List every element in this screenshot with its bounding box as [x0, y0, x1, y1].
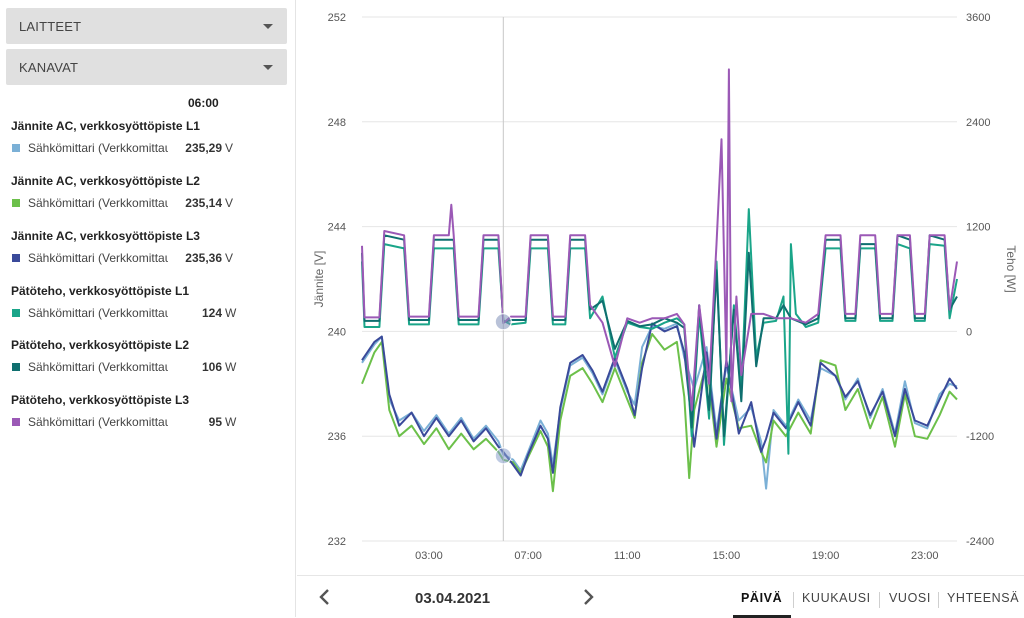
tab-day[interactable]: PÄIVÄ: [741, 591, 783, 605]
channel-title-power-l2: Pätöteho, verkkosyöttöpiste L2: [11, 338, 190, 352]
channel-unit: W: [225, 415, 237, 429]
tab-total[interactable]: YHTEENSÄ: [947, 591, 1020, 605]
legend-swatch: [12, 254, 20, 262]
x-tick-label: 03:00: [415, 550, 443, 562]
y-left-tick-label: 236: [328, 431, 346, 443]
x-tick-label: 11:00: [614, 550, 641, 562]
channel-source: Sähkömittari (Verkkomittaus): [28, 141, 168, 155]
chevron-down-icon: [263, 65, 273, 70]
tab-year[interactable]: VUOSI: [889, 591, 931, 605]
channel-source: Sähkömittari (Verkkomittaus): [28, 196, 168, 210]
tab-month[interactable]: KUUKAUSI: [802, 591, 871, 605]
channel-title-voltage-l3: Jännite AC, verkkosyöttöpiste L3: [11, 229, 200, 243]
x-tick-label: 19:00: [812, 550, 840, 562]
legend-swatch: [12, 144, 20, 152]
channel-value: 235,36: [185, 251, 222, 265]
legend-swatch: [12, 363, 20, 371]
channel-value: 124: [201, 306, 222, 320]
channel-value: 95: [208, 415, 222, 429]
y-right-tick-label: 1200: [966, 222, 990, 234]
tab-divider: [879, 592, 880, 608]
legend-swatch: [12, 309, 20, 317]
cursor-marker-voltage: [494, 447, 512, 465]
channel-source: Sähkömittari (Verkkomittaus): [28, 360, 168, 374]
cursor-time-header: 06:00: [188, 96, 219, 110]
channel-unit: W: [225, 360, 237, 374]
y-left-tick-label: 232: [328, 536, 346, 548]
y-right-tick-label: -2400: [966, 536, 994, 548]
devices-dropdown-label: LAITTEET: [19, 19, 82, 34]
y-right-tick-label: -1200: [966, 431, 994, 443]
date-navigation-bar: 03.04.2021 PÄIVÄ KUUKAUSI VUOSI YHTEENSÄ: [297, 575, 1024, 618]
series-line-6: [361, 68, 958, 411]
channel-title-power-l1: Pätöteho, verkkosyöttöpiste L1: [11, 284, 190, 298]
legend-swatch: [12, 418, 20, 426]
channel-title-voltage-l2: Jännite AC, verkkosyöttöpiste L2: [11, 174, 200, 188]
x-tick-label: 23:00: [911, 550, 939, 562]
channel-unit: V: [225, 196, 234, 210]
channels-dropdown[interactable]: KANAVAT: [6, 49, 287, 85]
y-right-tick-label: 2400: [966, 117, 990, 129]
channel-unit: V: [225, 251, 234, 265]
chevron-down-icon: [263, 24, 273, 29]
channel-row-voltage-l1[interactable]: Sähkömittari (Verkkomittaus) 235,29 V: [11, 141, 251, 157]
channel-row-power-l3[interactable]: Sähkömittari (Verkkomittaus) 95 W: [11, 415, 251, 431]
tab-divider: [793, 592, 794, 608]
y-right-tick-label: 0: [966, 326, 972, 338]
selected-date[interactable]: 03.04.2021: [415, 590, 491, 607]
sidebar: LAITTEET KANAVAT 06:00 Jännite AC, verkk…: [0, 0, 296, 617]
chart-area[interactable]: 232 236 240 244 248 252 -2400 -1200 0 1200 2400 360…: [297, 0, 1024, 575]
channel-title-power-l3: Pätöteho, verkkosyöttöpiste L3: [11, 393, 190, 407]
cursor-marker-power: [494, 313, 512, 331]
channel-title-voltage-l1: Jännite AC, verkkosyöttöpiste L1: [11, 119, 200, 133]
legend-swatch: [12, 199, 20, 207]
chevron-right-icon[interactable]: [578, 586, 598, 608]
tab-divider: [938, 592, 939, 608]
series-line-3: [361, 322, 958, 477]
channel-row-voltage-l2[interactable]: Sähkömittari (Verkkomittaus) 235,14 V: [11, 196, 251, 212]
y-right-axis-label: Teho [W]: [1004, 245, 1018, 292]
y-left-tick-label: 248: [328, 117, 346, 129]
y-left-tick-label: 252: [328, 12, 346, 24]
channel-unit: W: [225, 306, 237, 320]
channel-value: 235,29: [185, 141, 222, 155]
channel-value: 106: [201, 360, 222, 374]
y-right-tick-label: 3600: [966, 12, 990, 24]
channel-source: Sähkömittari (Verkkomittaus): [28, 306, 168, 320]
channel-source: Sähkömittari (Verkkomittaus): [28, 251, 168, 265]
channel-row-power-l2[interactable]: Sähkömittari (Verkkomittaus) 106 W: [11, 360, 251, 376]
y-left-tick-label: 240: [328, 326, 346, 338]
channel-row-voltage-l3[interactable]: Sähkömittari (Verkkomittaus) 235,36 V: [11, 251, 251, 267]
x-tick-label: 15:00: [713, 550, 741, 562]
devices-dropdown[interactable]: LAITTEET: [6, 8, 287, 44]
y-left-tick-label: 244: [328, 222, 346, 234]
x-tick-label: 07:00: [514, 550, 542, 562]
channels-dropdown-label: KANAVAT: [19, 60, 79, 75]
line-chart[interactable]: 232 236 240 244 248 252 -2400 -1200 0 1200 2400 360…: [297, 0, 1024, 575]
channel-unit: V: [225, 141, 234, 155]
channel-value: 235,14: [185, 196, 222, 210]
channel-source: Sähkömittari (Verkkomittaus): [28, 415, 168, 429]
channel-row-power-l1[interactable]: Sähkömittari (Verkkomittaus) 124 W: [11, 306, 251, 322]
y-left-axis-label: Jännite [V]: [312, 251, 326, 308]
series-line-2: [361, 333, 958, 493]
chevron-left-icon[interactable]: [315, 586, 335, 608]
